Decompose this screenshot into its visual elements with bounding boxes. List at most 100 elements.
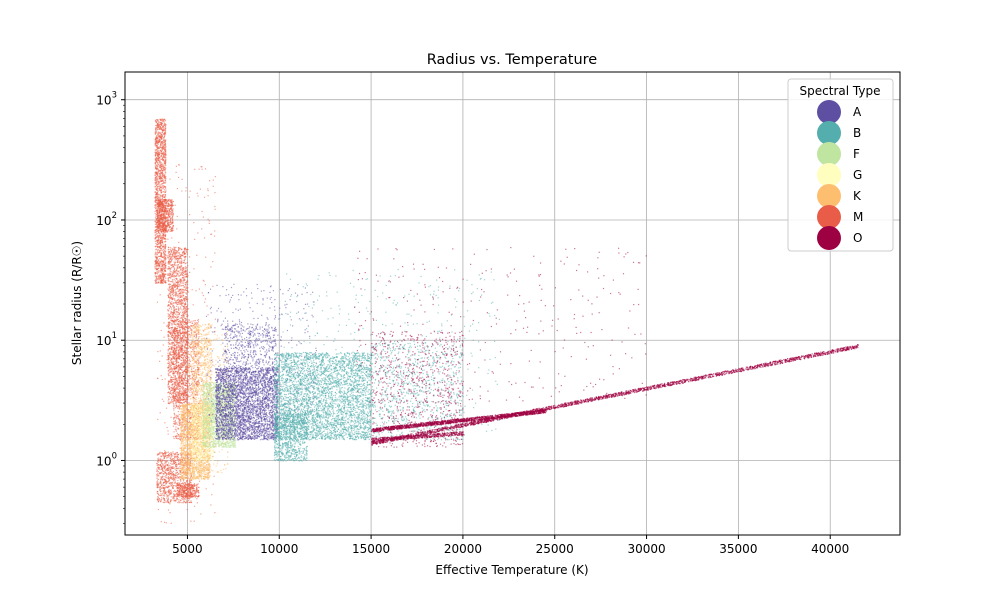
data-point xyxy=(168,253,171,255)
data-point xyxy=(183,359,185,361)
data-point xyxy=(186,273,188,275)
data-point xyxy=(173,306,175,308)
data-point xyxy=(172,273,174,275)
data-point xyxy=(189,384,191,386)
data-point xyxy=(167,325,169,327)
data-point xyxy=(177,381,179,384)
data-point xyxy=(163,189,165,191)
data-point xyxy=(172,402,174,404)
data-point xyxy=(181,429,183,431)
data-point xyxy=(163,275,166,277)
data-point xyxy=(169,322,171,324)
data-point xyxy=(180,367,182,369)
data-point xyxy=(160,277,162,279)
data-point xyxy=(174,355,177,357)
data-point xyxy=(156,147,158,149)
data-point xyxy=(157,471,159,473)
data-point xyxy=(183,393,185,395)
data-point xyxy=(187,386,189,388)
data-point xyxy=(181,402,183,404)
data-point xyxy=(185,293,187,295)
data-point xyxy=(158,154,161,156)
data-point xyxy=(164,490,166,492)
data-point xyxy=(187,327,189,329)
data-point xyxy=(155,171,157,173)
data-point xyxy=(175,291,177,293)
data-point xyxy=(155,197,157,199)
data-point xyxy=(194,322,196,324)
data-point xyxy=(167,341,169,343)
data-point xyxy=(183,332,186,334)
data-point xyxy=(178,392,180,394)
data-point xyxy=(161,165,163,167)
data-point xyxy=(177,373,179,375)
data-point xyxy=(183,355,185,357)
data-point xyxy=(157,192,159,194)
data-point xyxy=(163,259,166,261)
data-point xyxy=(161,144,163,146)
data-point xyxy=(168,335,170,337)
data-point xyxy=(168,283,170,286)
data-point xyxy=(155,262,157,264)
data-point xyxy=(176,372,178,374)
data-point xyxy=(167,326,169,329)
data-point xyxy=(175,329,177,331)
data-point xyxy=(166,231,168,233)
data-point xyxy=(171,279,173,281)
data-point xyxy=(181,252,184,254)
data-point xyxy=(186,375,188,377)
data-point xyxy=(159,149,161,151)
data-point xyxy=(186,371,188,373)
data-point xyxy=(162,191,164,193)
data-point xyxy=(156,235,158,237)
data-point xyxy=(163,256,165,258)
data-point xyxy=(175,334,177,337)
data-point xyxy=(170,257,172,259)
data-point xyxy=(165,230,167,232)
data-point xyxy=(184,324,186,326)
data-point xyxy=(161,219,164,221)
data-point xyxy=(161,142,163,144)
data-point xyxy=(161,194,164,196)
data-point xyxy=(160,251,162,253)
data-point xyxy=(174,328,176,330)
data-point xyxy=(184,371,186,373)
data-point xyxy=(164,231,166,233)
data-point xyxy=(165,273,167,275)
data-point xyxy=(162,222,164,224)
data-point xyxy=(174,326,176,328)
data-point xyxy=(186,377,189,379)
data-point xyxy=(178,343,180,345)
data-point xyxy=(155,221,157,223)
data-point xyxy=(194,331,197,333)
data-point xyxy=(181,347,183,349)
data-point xyxy=(157,486,159,488)
data-point xyxy=(178,368,180,370)
data-point xyxy=(171,348,173,350)
data-point xyxy=(185,317,187,319)
data-point xyxy=(160,195,162,197)
data-point xyxy=(174,376,176,378)
data-point xyxy=(157,262,159,264)
data-point xyxy=(169,227,171,229)
data-point xyxy=(178,408,181,410)
data-point xyxy=(180,336,182,338)
data-point xyxy=(186,322,188,324)
data-point xyxy=(170,200,172,202)
data-point xyxy=(154,197,156,199)
data-point xyxy=(161,151,163,153)
data-point xyxy=(171,267,173,269)
data-point xyxy=(177,406,179,408)
data-point xyxy=(187,338,190,340)
data-point xyxy=(185,351,187,353)
data-point xyxy=(164,168,166,170)
data-point xyxy=(169,393,171,395)
data-point xyxy=(171,377,174,379)
data-point xyxy=(157,134,159,136)
data-point xyxy=(173,327,175,329)
data-point xyxy=(176,360,178,362)
data-point xyxy=(164,254,166,256)
data-point xyxy=(178,293,181,295)
data-point xyxy=(198,379,200,382)
data-point xyxy=(159,118,161,120)
